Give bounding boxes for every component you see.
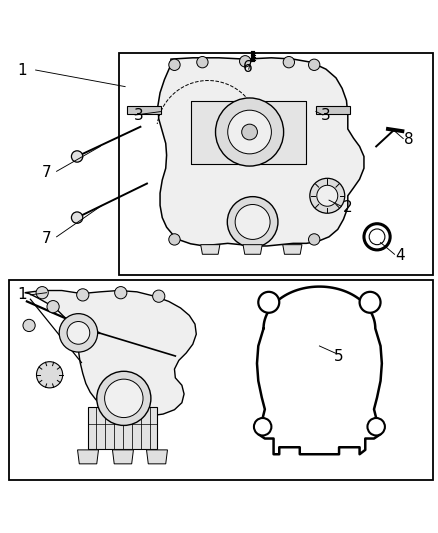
Circle shape (308, 234, 320, 245)
Circle shape (310, 179, 345, 213)
Polygon shape (283, 245, 302, 254)
Polygon shape (113, 450, 134, 464)
Circle shape (369, 229, 385, 245)
Circle shape (169, 234, 180, 245)
Text: 7: 7 (42, 165, 51, 180)
Polygon shape (147, 450, 167, 464)
Circle shape (71, 151, 83, 162)
Circle shape (258, 292, 279, 313)
Circle shape (97, 372, 151, 425)
Text: 4: 4 (396, 248, 405, 263)
Circle shape (197, 56, 208, 68)
Text: 3: 3 (133, 108, 143, 123)
Circle shape (36, 287, 48, 299)
Circle shape (23, 319, 35, 332)
Circle shape (169, 59, 180, 70)
Polygon shape (201, 245, 220, 254)
Polygon shape (316, 106, 350, 114)
Polygon shape (158, 58, 364, 246)
Polygon shape (243, 245, 262, 254)
Polygon shape (25, 290, 196, 416)
Text: 1: 1 (18, 287, 27, 302)
Text: 3: 3 (321, 108, 331, 123)
Circle shape (215, 98, 284, 166)
Circle shape (283, 56, 294, 68)
Text: 1: 1 (18, 62, 27, 77)
Circle shape (227, 197, 278, 247)
Circle shape (367, 418, 385, 435)
Text: 2: 2 (343, 200, 353, 215)
Circle shape (152, 290, 165, 302)
Circle shape (47, 301, 59, 313)
Circle shape (71, 212, 83, 223)
Circle shape (364, 224, 390, 250)
Circle shape (77, 289, 89, 301)
Circle shape (115, 287, 127, 299)
Circle shape (240, 55, 251, 67)
Polygon shape (191, 101, 306, 164)
Text: 5: 5 (334, 349, 344, 364)
Circle shape (36, 362, 63, 388)
Circle shape (308, 59, 320, 70)
Circle shape (67, 321, 90, 344)
Text: 8: 8 (404, 132, 414, 148)
Text: 6: 6 (243, 60, 252, 75)
Circle shape (317, 185, 338, 206)
Polygon shape (88, 407, 157, 449)
Circle shape (59, 313, 98, 352)
Text: 7: 7 (42, 231, 51, 246)
Circle shape (105, 379, 143, 417)
Circle shape (235, 205, 270, 239)
Circle shape (228, 110, 272, 154)
Polygon shape (127, 106, 161, 114)
Polygon shape (78, 450, 99, 464)
Circle shape (242, 124, 258, 140)
Circle shape (360, 292, 381, 313)
Circle shape (254, 418, 272, 435)
